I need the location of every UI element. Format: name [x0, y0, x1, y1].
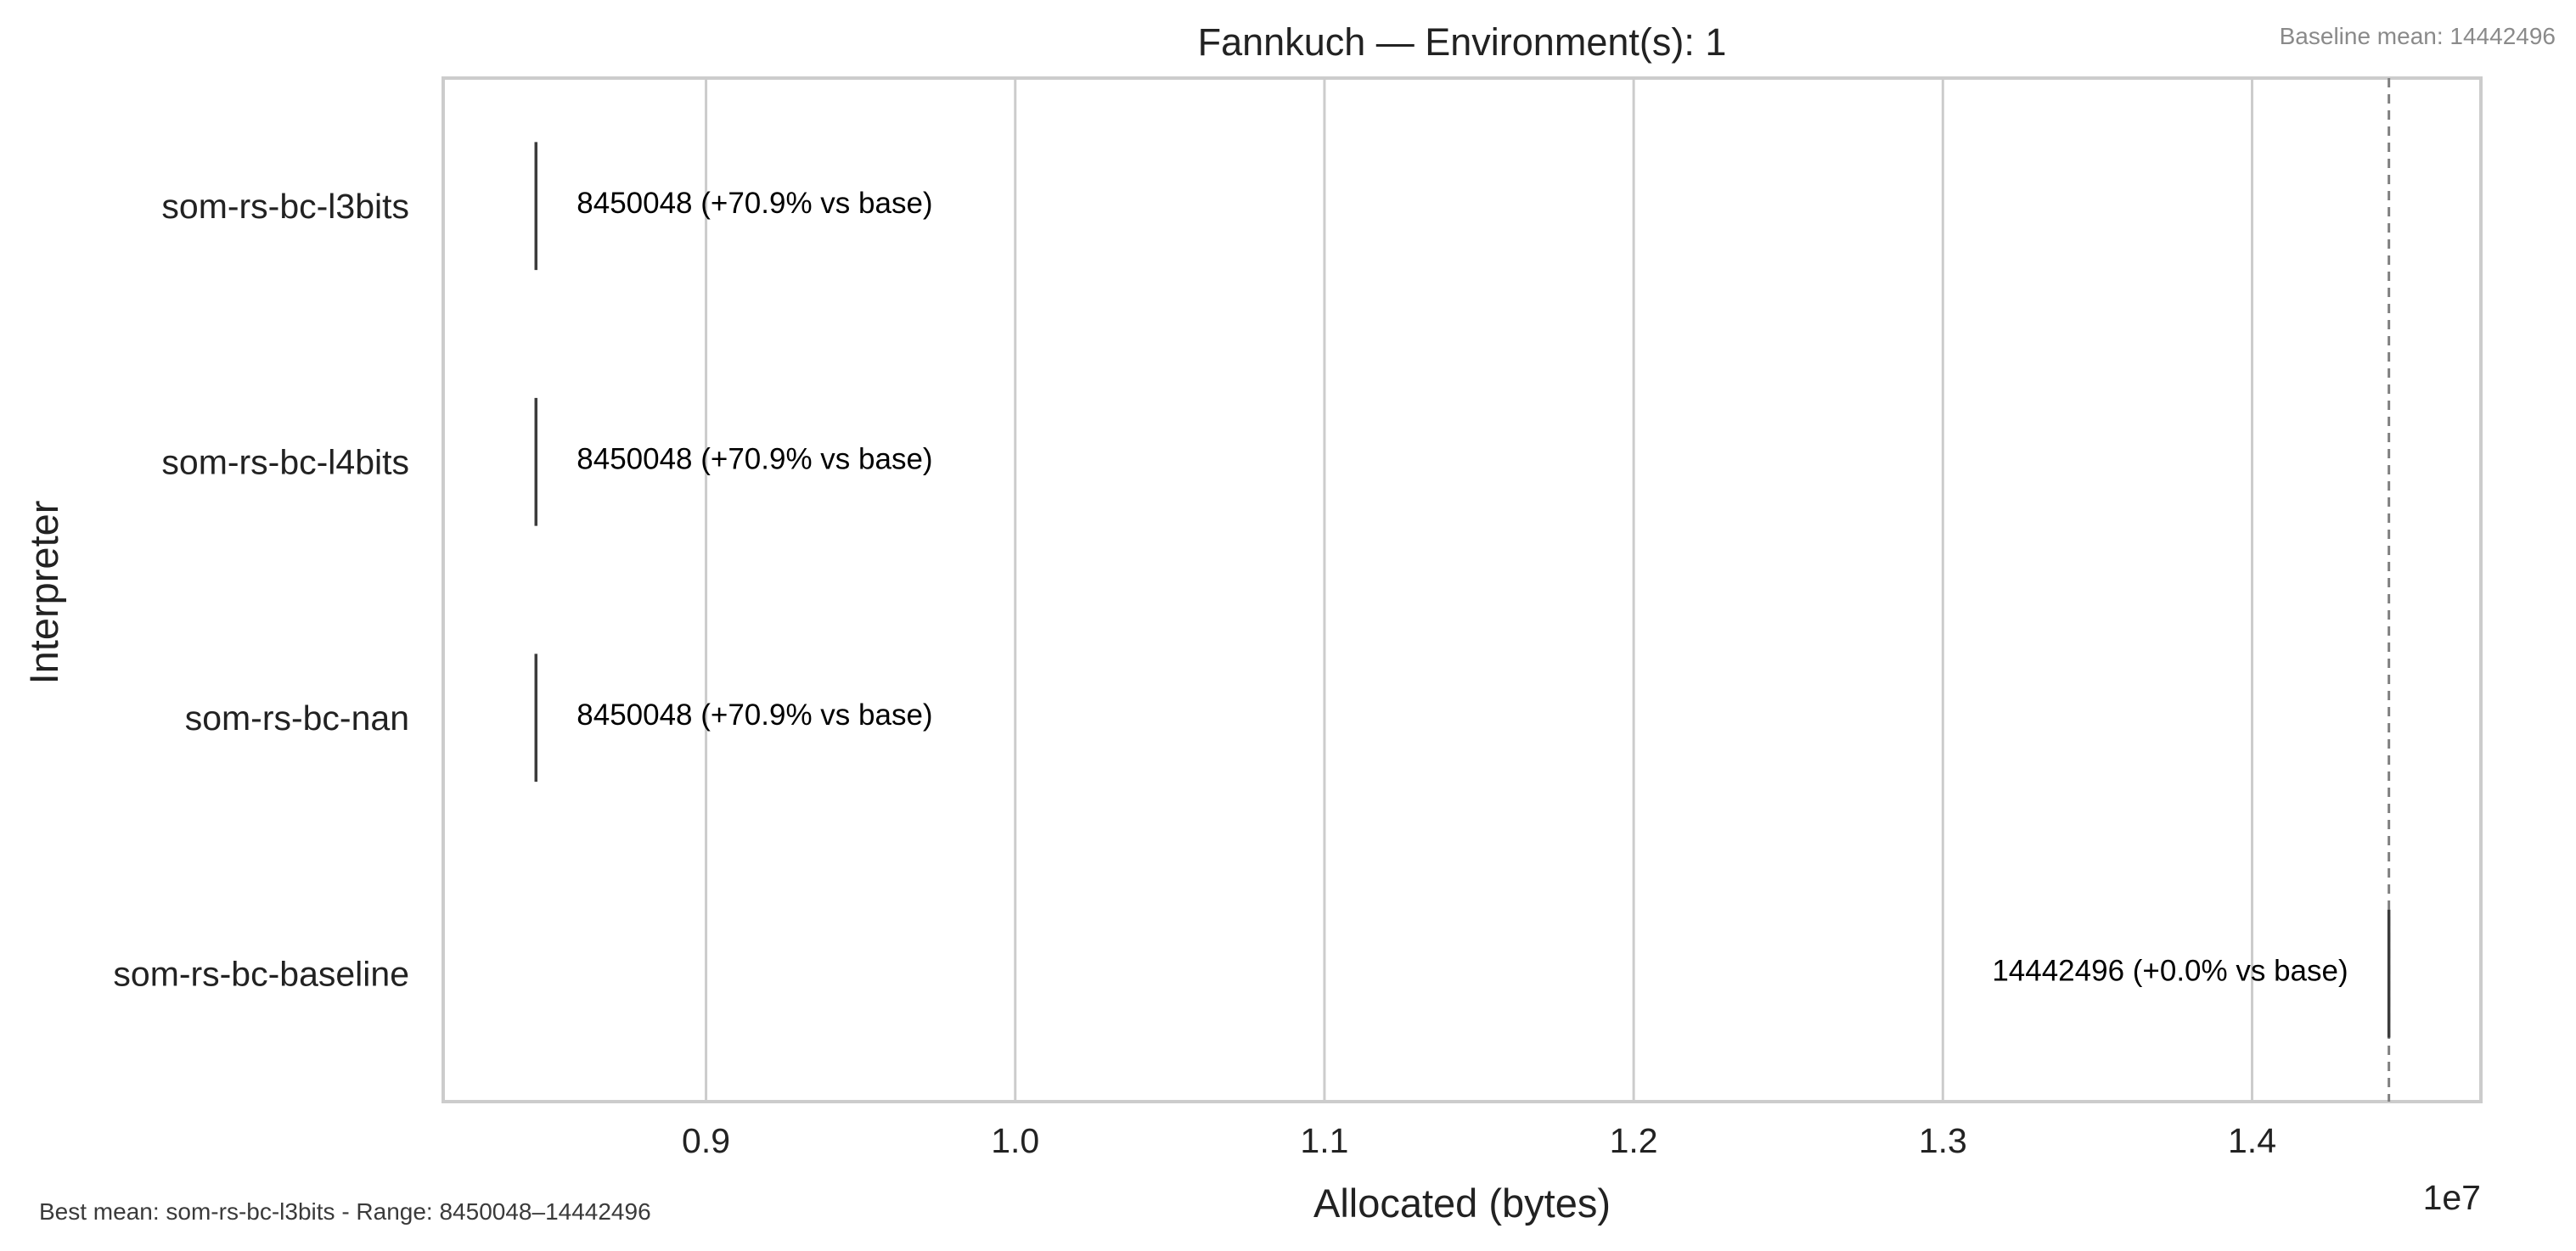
category-label: som-rs-bc-baseline	[113, 954, 409, 993]
data-label: 8450048 (+70.9% vs base)	[577, 187, 932, 220]
grid-layer	[705, 78, 2254, 1102]
plot-frame	[442, 76, 2483, 1103]
label-layer: 8450048 (+70.9% vs base) 8450048 (+70.9% …	[577, 187, 2348, 988]
tick-layer: 0.9 1.0 1.1 1.2 1.3 1.4	[682, 1121, 2276, 1160]
y-axis-label: Interpreter	[21, 501, 66, 685]
data-label: 8450048 (+70.9% vs base)	[577, 698, 932, 732]
category-label: som-rs-bc-l4bits	[161, 442, 409, 481]
x-tick-label: 1.4	[2228, 1121, 2276, 1160]
x-tick-label: 1.0	[991, 1121, 1039, 1160]
category-layer: som-rs-bc-l3bits som-rs-bc-l4bits som-rs-b…	[113, 187, 409, 994]
x-tick-label: 1.2	[1610, 1121, 1658, 1160]
category-label: som-rs-bc-l3bits	[161, 187, 409, 226]
x-tick-label: 0.9	[682, 1121, 730, 1160]
x-scale-label: 1e7	[2423, 1178, 2481, 1217]
data-label: 14442496 (+0.0% vs base)	[1992, 954, 2348, 987]
footer-note: Best mean: som-rs-bc-l3bits - Range: 845…	[39, 1198, 651, 1225]
x-tick-label: 1.1	[1300, 1121, 1348, 1160]
x-axis-label: Allocated (bytes)	[1313, 1181, 1611, 1226]
x-tick-label: 1.3	[1919, 1121, 1967, 1160]
mark-layer	[534, 142, 2391, 1038]
category-label: som-rs-bc-nan	[185, 698, 409, 738]
data-label: 8450048 (+70.9% vs base)	[577, 442, 932, 475]
chart-title: Fannkuch — Environment(s): 1	[1198, 20, 1727, 64]
baseline-note: Baseline mean: 14442496	[2280, 23, 2556, 49]
